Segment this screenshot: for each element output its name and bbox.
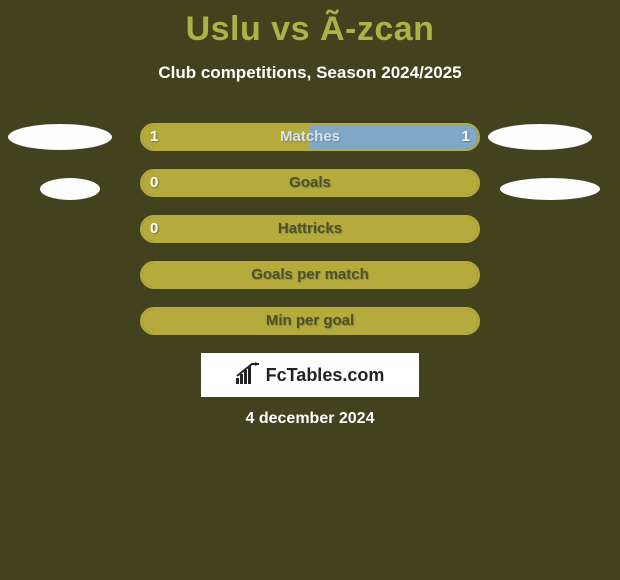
stat-bar: [140, 215, 480, 243]
stat-row: Min per goal: [0, 307, 620, 335]
logo-text: FcTables.com: [266, 365, 385, 386]
stat-row: Hattricks0: [0, 215, 620, 243]
stat-fill-home: [142, 171, 478, 195]
stat-fill-away: [310, 125, 478, 149]
stat-bar: [140, 261, 480, 289]
blob-shape: [8, 124, 112, 150]
blob-shape: [500, 178, 600, 200]
logo-icon: [236, 362, 262, 389]
stat-bar: [140, 307, 480, 335]
page-subtitle: Club competitions, Season 2024/2025: [0, 63, 620, 83]
stat-fill-home: [142, 263, 478, 287]
stat-fill-home: [142, 217, 478, 241]
date-text: 4 december 2024: [0, 410, 620, 428]
stat-bar: [140, 123, 480, 151]
stat-fill-home: [142, 125, 310, 149]
blob-shape: [40, 178, 100, 200]
stat-bar: [140, 169, 480, 197]
logo-box: FcTables.com: [201, 353, 419, 397]
stat-fill-home: [142, 309, 478, 333]
blob-shape: [488, 124, 592, 150]
stats-chart: Matches11Goals0Hattricks0Goals per match…: [0, 123, 620, 335]
page-title: Uslu vs Ã-zcan: [0, 0, 620, 49]
stat-row: Goals per match: [0, 261, 620, 289]
